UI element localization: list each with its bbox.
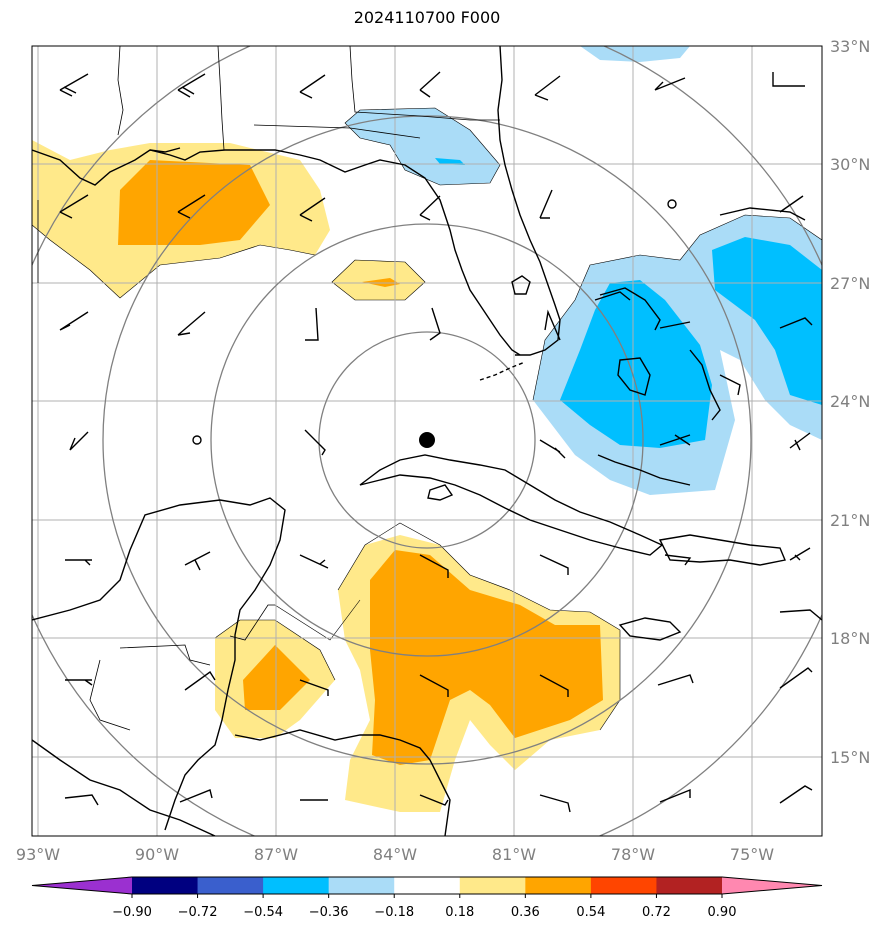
colorbar-tick-label: −0.72: [178, 905, 218, 920]
colorbar-tick-label: −0.36: [309, 905, 349, 920]
colorbar-tick-label: 0.54: [576, 905, 605, 920]
lon-label: 90°W: [135, 845, 179, 864]
colorbar-segment: [328, 877, 395, 894]
lon-label: 81°W: [492, 845, 536, 864]
coastlines: [32, 46, 822, 836]
lat-label: 15°N: [830, 748, 870, 767]
negative-anomaly-shading: [345, 46, 822, 495]
range-rings: [32, 46, 822, 836]
latitude-labels: 33°N 30°N 27°N 24°N 21°N 18°N 15°N: [830, 37, 870, 767]
colorbar-tick-label: 0.36: [511, 905, 540, 920]
lon-label: 84°W: [373, 845, 417, 864]
colorbar-tick-label: −0.54: [243, 905, 283, 920]
longitude-labels: 93°W 90°W 87°W 84°W 81°W 78°W 75°W: [16, 845, 774, 864]
colorbar-segment: [197, 877, 264, 894]
colorbar-segment: [459, 877, 526, 894]
political-borders: [37, 46, 500, 731]
colorbar-tick-label: 0.72: [642, 905, 671, 920]
map-title: 2024110700 F000: [353, 8, 501, 27]
colorbar-tick-label: 0.18: [445, 905, 474, 920]
colorbar-tick-label: −0.90: [112, 905, 152, 920]
colorbar-segment: [590, 877, 657, 894]
wind-barbs: [59, 71, 813, 813]
storm-center-dot: [419, 432, 435, 448]
colorbar-segment: [263, 877, 330, 894]
calm-wind-marker: [667, 199, 677, 209]
colorbar-tick-label: −0.18: [374, 905, 414, 920]
map-panel: [32, 46, 822, 836]
colorbar-segment: [394, 877, 461, 894]
colorbar-extend-max: [722, 877, 822, 894]
lat-label: 30°N: [830, 155, 870, 174]
colorbar-segment: [656, 877, 723, 894]
lon-label: 87°W: [254, 845, 298, 864]
map-frame: [31, 45, 823, 837]
lon-label: 78°W: [611, 845, 655, 864]
colorbar-segment: [132, 877, 199, 894]
colorbar: −0.90 −0.72 −0.54 −0.36 −0.18 0.18 0.36 0.54 0.7…: [31, 876, 823, 920]
colorbar-segment: [525, 877, 592, 894]
colorbar-extend-min: [32, 877, 132, 894]
colorbar-tick-label: 0.90: [708, 905, 737, 920]
lat-label: 27°N: [830, 274, 870, 293]
lat-label: 24°N: [830, 392, 870, 411]
lat-label: 18°N: [830, 629, 870, 648]
lat-label: 21°N: [830, 511, 870, 530]
lat-label: 33°N: [830, 37, 870, 56]
lon-label: 75°W: [730, 845, 774, 864]
calm-wind-marker: [192, 435, 202, 445]
lon-label: 93°W: [16, 845, 60, 864]
